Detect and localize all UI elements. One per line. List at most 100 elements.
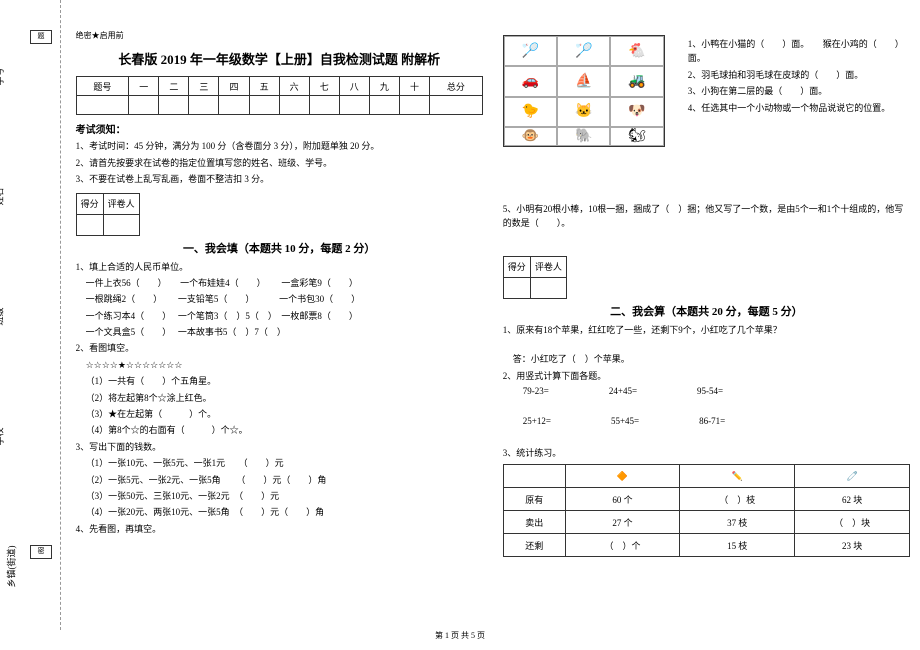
score-header: 五 xyxy=(249,77,279,96)
q2-header: 2、看图填空。 xyxy=(76,341,483,355)
stat-r2: 还剩 xyxy=(503,534,565,557)
scorer-person-2: 评卷人 xyxy=(530,256,566,277)
left-column: 绝密★启用前 长春版 2019 年一年级数学【上册】自我检测试题 附解析 题号一… xyxy=(61,0,493,630)
q4r-3: 3、小狗在第二层的最（ ）面。 xyxy=(688,84,908,98)
bind-vert-bu: 不 xyxy=(0,272,1,281)
score-cell xyxy=(279,96,309,115)
calc-6: 86-71= xyxy=(699,416,725,426)
grid-cell: 🐱 xyxy=(557,97,610,127)
q3-line-3: （3）一张50元、三张10元、一张2元 （ ）元 xyxy=(76,489,483,503)
q3-line-1: （1）一张10元、一张5元、一张1元 （ ）元 xyxy=(76,456,483,470)
score-table: 题号一二三四五六七八九十总分 xyxy=(76,76,483,115)
grid-cell: ⛵ xyxy=(557,66,610,96)
score-cell xyxy=(219,96,249,115)
s2q3: 3、统计练习。 xyxy=(503,446,910,460)
bind-label-name: 姓名 xyxy=(0,187,6,205)
score-header: 二 xyxy=(159,77,189,96)
score-header: 一 xyxy=(129,77,159,96)
page-footer: 第 1 页 共 5 页 xyxy=(0,630,920,641)
stat-c: 62 块 xyxy=(795,488,910,511)
grid-cell: 🐿 xyxy=(610,127,663,146)
q1-line-1: 一件上衣56（ ） 一个布娃娃4（ ） 一盒彩笔9（ ） xyxy=(76,276,483,290)
calc-row-1: 79-23= 24+45= 95-54= xyxy=(503,386,910,396)
stat-c: （ ）枝 xyxy=(680,488,795,511)
stat-r0: 原有 xyxy=(503,488,565,511)
scorer-score-2: 得分 xyxy=(503,256,530,277)
score-cell xyxy=(129,96,159,115)
bind-vert-nei: 内 xyxy=(0,342,1,351)
stat-c: 23 块 xyxy=(795,534,910,557)
stat-h1: 🔶 xyxy=(565,465,680,488)
q1-line-3: 一个练习本4（ ） 一个笔筒3（ ）5（ ） 一枚邮票8（ ） xyxy=(76,309,483,323)
stat-h0 xyxy=(503,465,565,488)
scorer-score: 得分 xyxy=(76,193,103,214)
calc-row-2: 25+12= 55+45= 86-71= xyxy=(503,416,910,426)
seal-mi: 密 xyxy=(30,545,52,559)
q4-header: 4、先看图，再填空。 xyxy=(76,522,483,536)
stat-c: 60 个 xyxy=(565,488,680,511)
grid-cell: 🐘 xyxy=(557,127,610,146)
score-header: 七 xyxy=(309,77,339,96)
calc-3: 95-54= xyxy=(697,386,723,396)
stat-table: 🔶 ✏️ 🧷 原有 60 个 （ ）枝 62 块 卖出 27 个 37 枝 （ … xyxy=(503,464,910,557)
score-cell xyxy=(159,96,189,115)
s2q1: 1、原来有18个苹果，红红吃了一些，还剩下9个，小红吃了几个苹果？ xyxy=(503,323,910,337)
q2-stars: ☆☆☆☆★☆☆☆☆☆☆☆ xyxy=(76,358,483,372)
right-column: 🏸 🏸 🐔 🚗 ⛵ 🚜 🐤 🐱 🐶 🐵 🐘 🐿 1、小鸭在小猫的（ xyxy=(493,0,920,630)
top-secret-label: 绝密★启用前 xyxy=(76,30,483,41)
seal-ti: 题 xyxy=(30,30,52,44)
q2-line-2: （2）将左起第8个☆涂上红色。 xyxy=(76,391,483,405)
score-header: 八 xyxy=(339,77,369,96)
q1-header: 1、填上合适的人民币单位。 xyxy=(76,260,483,274)
score-header: 题号 xyxy=(76,77,129,96)
score-cell xyxy=(430,96,483,115)
score-header: 九 xyxy=(369,77,399,96)
stat-h3: 🧷 xyxy=(795,465,910,488)
notice-2: 2、请首先按要求在试卷的指定位置填写您的姓名、班级、学号。 xyxy=(76,157,483,171)
section1-title: 一、我会填（本题共 10 分，每题 2 分） xyxy=(76,240,483,256)
notice-1: 1、考试时间：45 分钟，满分为 100 分（含卷面分 3 分），附加题单独 2… xyxy=(76,140,483,154)
bind-vert-xian: 线 xyxy=(0,402,1,411)
notice-title: 考试须知： xyxy=(76,121,483,136)
bind-label-class: 班级 xyxy=(0,307,6,325)
score-cell xyxy=(339,96,369,115)
stat-c: 15 枝 xyxy=(680,534,795,557)
grid-cell: 🏸 xyxy=(557,36,610,66)
q3-line-2: （2）一张5元、一张2元、一张5角 （ ）元（ ）角 xyxy=(76,473,483,487)
exam-title: 长春版 2019 年一年级数学【上册】自我检测试题 附解析 xyxy=(76,49,483,68)
s2q1-ans: 答：小红吃了（ ）个苹果。 xyxy=(503,352,910,366)
score-header: 十 xyxy=(399,77,429,96)
scorer-person: 评卷人 xyxy=(103,193,139,214)
q4r-1: 1、小鸭在小猫的（ ）面。 猴在小鸡的（ ）面。 xyxy=(688,37,908,66)
grid-cell: 🐵 xyxy=(504,127,557,146)
calc-2: 24+45= xyxy=(609,386,637,396)
q3-header: 3、写出下面的钱数。 xyxy=(76,440,483,454)
grid-cell: 🏸 xyxy=(504,36,557,66)
bind-label-town: 乡镇(街道) xyxy=(5,546,18,588)
notice-3: 3、不要在试卷上乱写乱画，卷面不整洁扣 3 分。 xyxy=(76,173,483,187)
score-header: 四 xyxy=(219,77,249,96)
score-cell xyxy=(309,96,339,115)
calc-5: 55+45= xyxy=(611,416,639,426)
stat-h2: ✏️ xyxy=(680,465,795,488)
s2q2: 2、用竖式计算下面各题。 xyxy=(503,369,910,383)
score-cell xyxy=(369,96,399,115)
bind-label-school: 学校 xyxy=(0,427,6,445)
grid-cell: 🚗 xyxy=(504,66,557,96)
q4r-2: 2、羽毛球拍和羽毛球在皮球的（ ）面。 xyxy=(688,68,908,82)
binding-margin: 乡镇(街道) 密 封 学校 线 内 班级 不 准 姓名 答 学号 题 xyxy=(0,0,61,630)
calc-1: 79-23= xyxy=(523,386,549,396)
score-cell xyxy=(189,96,219,115)
score-cell xyxy=(399,96,429,115)
bind-label-id: 学号 xyxy=(0,67,6,85)
q1-line-2: 一根跳绳2（ ） 一支铅笔5（ ） 一个书包30（ ） xyxy=(76,292,483,306)
picture-grid: 🏸 🏸 🐔 🚗 ⛵ 🚜 🐤 🐱 🐶 🐵 🐘 🐿 xyxy=(503,35,665,147)
stat-c: （ ）块 xyxy=(795,511,910,534)
stat-c: （ ）个 xyxy=(565,534,680,557)
score-cell xyxy=(249,96,279,115)
section2-title: 二、我会算（本题共 20 分，每题 5 分） xyxy=(503,303,910,319)
bind-vert-feng: 封 xyxy=(0,482,1,491)
stat-c: 27 个 xyxy=(565,511,680,534)
q2-line-1: （1）一共有（ ）个五角星。 xyxy=(76,374,483,388)
q4r-4: 4、任选其中一个小动物或一个物品说说它的位置。 xyxy=(688,101,908,115)
